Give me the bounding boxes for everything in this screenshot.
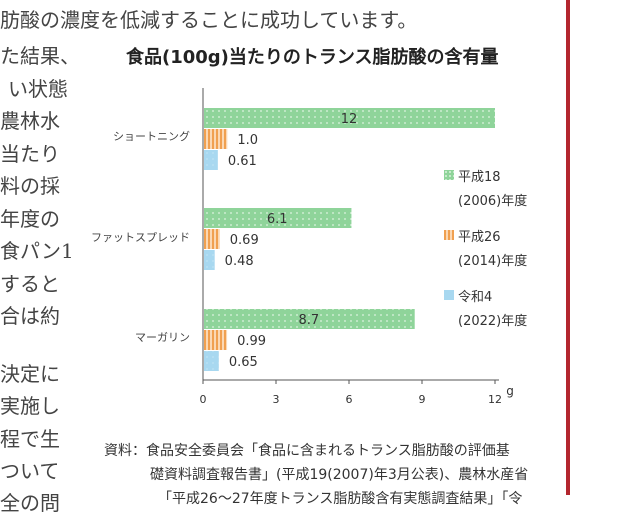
x-tick-label: 6 bbox=[346, 393, 353, 406]
legend-sublabel: (2022)年度 bbox=[458, 314, 528, 329]
x-tick-label: 12 bbox=[488, 393, 502, 406]
body-text-fragment: 合は約 bbox=[0, 304, 60, 328]
data-label: 6.1 bbox=[267, 212, 288, 227]
data-label: 12 bbox=[341, 112, 358, 127]
data-label: 1.0 bbox=[237, 133, 258, 148]
chart-title: 食品(100g)当たりのトランス脂肪酸の含有量 bbox=[126, 47, 499, 68]
bar-h26 bbox=[204, 229, 220, 249]
body-text-fragment: た結果、 bbox=[0, 44, 80, 68]
bar-r4 bbox=[204, 351, 219, 371]
page-margin bbox=[570, 0, 634, 495]
legend-label: 令和4 bbox=[458, 290, 493, 305]
data-label: 0.65 bbox=[229, 355, 258, 370]
category-label: ファットスプレッド bbox=[91, 231, 190, 244]
category-label: マーガリン bbox=[135, 331, 190, 344]
data-label: 8.7 bbox=[299, 313, 320, 328]
legend-swatch bbox=[444, 170, 454, 180]
page-border-line bbox=[566, 0, 570, 495]
bar-chart: 0 3 6 9 12 g ショートニング 12 1.0 0.61 ファットスプレッド 6.1 0.69 0… bbox=[91, 88, 514, 406]
bar-h18 bbox=[204, 208, 352, 228]
legend-swatch bbox=[444, 290, 454, 300]
body-text-fragment: ついて bbox=[0, 459, 60, 483]
source-line-2: 礎資料調査報告書」(平成19(2007)年3月公表)、農林水産省 bbox=[150, 467, 529, 483]
legend-sublabel: (2006)年度 bbox=[458, 194, 528, 209]
body-text-fragment: 程で生 bbox=[0, 427, 60, 451]
data-label: 0.61 bbox=[228, 154, 257, 169]
category-label: ショートニング bbox=[113, 129, 190, 143]
data-label: 0.99 bbox=[237, 334, 266, 349]
body-text-fragment: すると bbox=[0, 272, 60, 296]
source-line-3: 「平成26～27年度トランス脂肪酸含有実態調査結果」「令 bbox=[158, 491, 523, 507]
legend-label: 平成18 bbox=[458, 170, 501, 185]
bar-r4 bbox=[204, 250, 215, 270]
x-tick-label: 0 bbox=[200, 393, 207, 406]
body-text-fragment: 年度の bbox=[0, 207, 60, 231]
body-text-fragment: い状態 bbox=[8, 77, 68, 101]
body-text-fragment: 実施し bbox=[0, 394, 60, 418]
bar-h18 bbox=[204, 309, 415, 329]
legend-swatch bbox=[444, 230, 454, 240]
bar-r4 bbox=[204, 150, 218, 170]
legend-sublabel: (2014)年度 bbox=[458, 254, 528, 269]
body-text-fragment: 食パン1 bbox=[0, 239, 74, 263]
body-text-top-line: 肪酸の濃度を低減することに成功しています。 bbox=[0, 8, 418, 32]
bar-h18 bbox=[204, 108, 495, 128]
data-label: 0.69 bbox=[230, 233, 259, 248]
bar-h26 bbox=[204, 330, 228, 350]
x-tick-label: 3 bbox=[273, 393, 280, 406]
body-text-fragment: 料の採 bbox=[0, 174, 60, 198]
data-label: 0.48 bbox=[225, 254, 254, 269]
x-unit-label: g bbox=[506, 384, 514, 398]
body-text-fragment: 当たり bbox=[0, 142, 60, 166]
legend-label: 平成26 bbox=[458, 230, 501, 245]
x-tick-label: 9 bbox=[419, 393, 426, 406]
bar-h26 bbox=[204, 129, 228, 149]
source-line-1: 資料：食品安全委員会「食品に含まれるトランス脂肪酸の評価基 bbox=[104, 443, 510, 459]
body-text-fragment: 農林水 bbox=[0, 109, 60, 133]
body-text-fragment: 決定に bbox=[0, 362, 60, 386]
